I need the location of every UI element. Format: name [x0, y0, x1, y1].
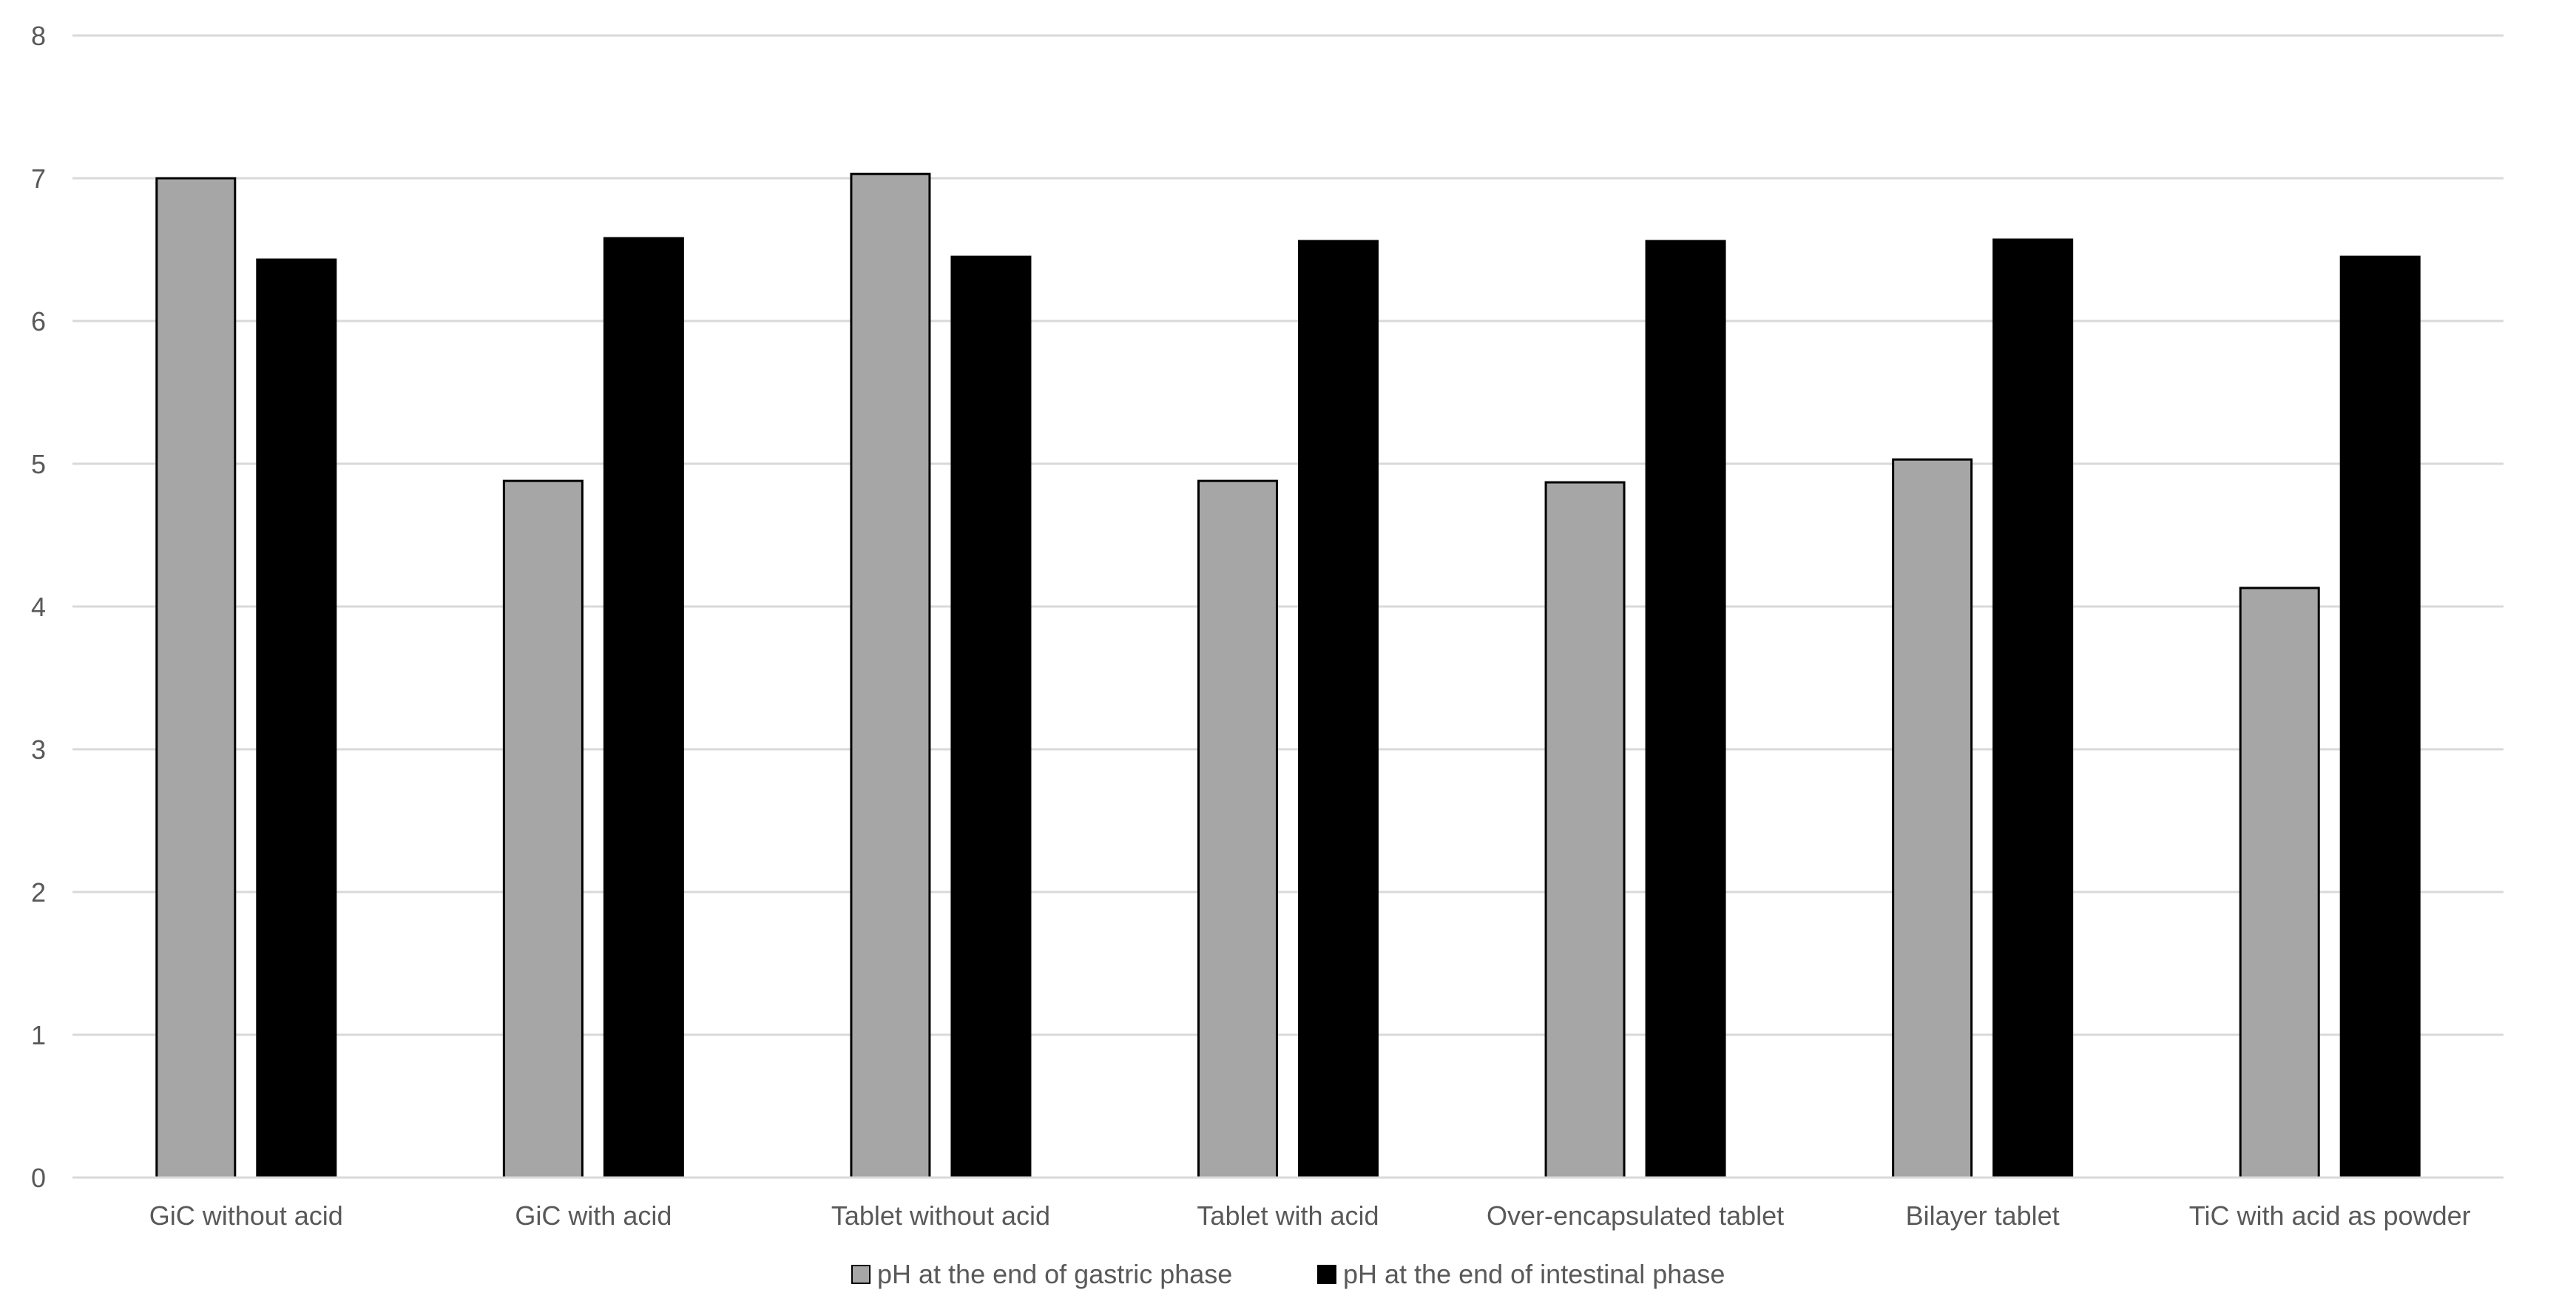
legend: pH at the end of gastric phase pH at the …	[851, 1259, 1725, 1289]
y-axis-tick-labels: 0 1 2 3 4 5 6 7 8	[31, 21, 46, 1193]
y-tick-label: 7	[31, 163, 46, 194]
bar-series1-5	[1892, 458, 1973, 1179]
bar-series2-5	[1992, 238, 2074, 1179]
x-tick-label: GiC with acid	[515, 1200, 672, 1231]
y-tick-label: 3	[31, 734, 46, 765]
legend-swatch-2	[1317, 1265, 1336, 1284]
bar-series2-2	[950, 255, 1032, 1179]
y-tick-label: 5	[31, 449, 46, 479]
y-tick-label: 1	[31, 1020, 46, 1050]
bar-series2-4	[1645, 240, 1726, 1179]
bar-series1-4	[1544, 481, 1626, 1179]
x-tick-label: Bilayer tablet	[1906, 1200, 2060, 1231]
x-tick-label: GiC without acid	[149, 1200, 343, 1231]
x-axis-tick-labels: GiC without acid GiC with acid Tablet with…	[149, 1200, 2471, 1231]
legend-label-1: pH at the end of gastric phase	[877, 1259, 1232, 1289]
x-tick-label: TiC with acid as powder	[2189, 1200, 2471, 1231]
bar-series1-0	[155, 177, 237, 1179]
y-tick-label: 6	[31, 306, 46, 337]
x-tick-label: Tablet without acid	[831, 1200, 1050, 1231]
x-tick-label: Tablet with acid	[1197, 1200, 1379, 1231]
bar-series2-3	[1298, 240, 1379, 1179]
legend-swatch-1	[851, 1265, 871, 1284]
bar-series1-1	[502, 479, 584, 1179]
y-tick-label: 0	[31, 1163, 46, 1193]
bar-series2-6	[2339, 255, 2421, 1179]
y-tick-label: 2	[31, 877, 46, 908]
y-tick-label: 4	[31, 592, 46, 622]
bars	[155, 172, 2421, 1179]
bar-series1-6	[2239, 587, 2320, 1179]
bar-series1-2	[850, 172, 931, 1179]
gridlines	[72, 34, 2504, 1036]
y-tick-label: 8	[31, 21, 46, 51]
legend-label-2: pH at the end of intestinal phase	[1343, 1259, 1725, 1289]
x-tick-label: Over-encapsulated tablet	[1487, 1200, 1784, 1231]
bar-series1-3	[1197, 479, 1278, 1179]
bar-series2-1	[603, 237, 684, 1179]
bar-series2-0	[256, 258, 337, 1179]
